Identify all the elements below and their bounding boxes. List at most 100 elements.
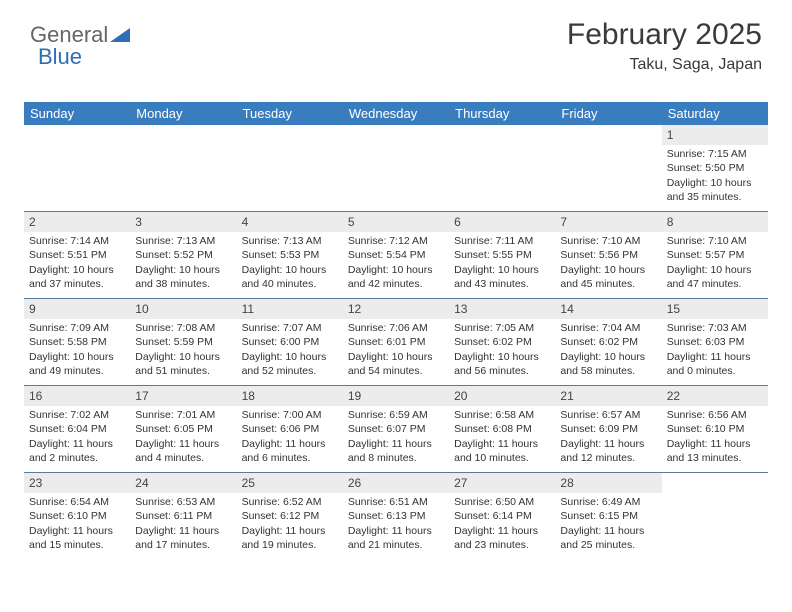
- day-info-line: Sunrise: 7:13 AM: [135, 234, 231, 248]
- day-header: Wednesday: [343, 102, 449, 125]
- day-info-line: Sunrise: 7:12 AM: [348, 234, 444, 248]
- day-info-line: Sunrise: 7:13 AM: [242, 234, 338, 248]
- brand-part2: Blue: [38, 44, 82, 69]
- day-info: Sunrise: 7:02 AMSunset: 6:04 PMDaylight:…: [24, 408, 130, 469]
- day-info-line: Sunrise: 7:06 AM: [348, 321, 444, 335]
- day-info-line: Sunset: 6:01 PM: [348, 335, 444, 349]
- day-number: 2: [24, 212, 130, 232]
- day-number: 24: [130, 473, 236, 493]
- day-info-line: Daylight: 10 hours: [560, 263, 656, 277]
- day-header: Thursday: [449, 102, 555, 125]
- day-number: 21: [555, 386, 661, 406]
- day-info-line: Sunset: 6:11 PM: [135, 509, 231, 523]
- day-info: Sunrise: 7:09 AMSunset: 5:58 PMDaylight:…: [24, 321, 130, 382]
- day-info-line: Sunrise: 6:53 AM: [135, 495, 231, 509]
- day-info-line: and 2 minutes.: [29, 451, 125, 465]
- day-number: 25: [237, 473, 343, 493]
- day-info-line: Sunset: 6:13 PM: [348, 509, 444, 523]
- day-header: Sunday: [24, 102, 130, 125]
- page-title: February 2025: [567, 18, 762, 52]
- day-info-line: and 15 minutes.: [29, 538, 125, 552]
- day-number: 9: [24, 299, 130, 319]
- day-cell: 11Sunrise: 7:07 AMSunset: 6:00 PMDayligh…: [237, 299, 343, 385]
- day-info-line: Sunrise: 6:52 AM: [242, 495, 338, 509]
- day-number: 28: [555, 473, 661, 493]
- day-number: 12: [343, 299, 449, 319]
- day-cell: 25Sunrise: 6:52 AMSunset: 6:12 PMDayligh…: [237, 473, 343, 559]
- day-info: Sunrise: 7:12 AMSunset: 5:54 PMDaylight:…: [343, 234, 449, 295]
- day-number: 8: [662, 212, 768, 232]
- day-info-line: Sunset: 6:14 PM: [454, 509, 550, 523]
- day-cell: [24, 125, 130, 211]
- day-info: Sunrise: 7:13 AMSunset: 5:53 PMDaylight:…: [237, 234, 343, 295]
- day-cell: 27Sunrise: 6:50 AMSunset: 6:14 PMDayligh…: [449, 473, 555, 559]
- day-info: Sunrise: 7:15 AMSunset: 5:50 PMDaylight:…: [662, 147, 768, 208]
- day-info-line: and 8 minutes.: [348, 451, 444, 465]
- day-info-line: Sunset: 6:07 PM: [348, 422, 444, 436]
- day-cell: 17Sunrise: 7:01 AMSunset: 6:05 PMDayligh…: [130, 386, 236, 472]
- day-info: Sunrise: 7:10 AMSunset: 5:56 PMDaylight:…: [555, 234, 661, 295]
- day-header: Tuesday: [237, 102, 343, 125]
- header-right: February 2025 Taku, Saga, Japan: [567, 18, 762, 74]
- day-cell: [130, 125, 236, 211]
- day-number: 22: [662, 386, 768, 406]
- day-info-line: Daylight: 10 hours: [242, 350, 338, 364]
- day-info-line: Sunrise: 7:03 AM: [667, 321, 763, 335]
- day-cell: [449, 125, 555, 211]
- day-info: Sunrise: 7:04 AMSunset: 6:02 PMDaylight:…: [555, 321, 661, 382]
- day-cell: 14Sunrise: 7:04 AMSunset: 6:02 PMDayligh…: [555, 299, 661, 385]
- day-header: Friday: [555, 102, 661, 125]
- day-cell: 20Sunrise: 6:58 AMSunset: 6:08 PMDayligh…: [449, 386, 555, 472]
- day-cell: 13Sunrise: 7:05 AMSunset: 6:02 PMDayligh…: [449, 299, 555, 385]
- calendar: Sunday Monday Tuesday Wednesday Thursday…: [24, 102, 768, 559]
- day-info-line: Sunset: 6:02 PM: [560, 335, 656, 349]
- day-info: Sunrise: 7:08 AMSunset: 5:59 PMDaylight:…: [130, 321, 236, 382]
- day-info-line: Daylight: 10 hours: [242, 263, 338, 277]
- day-info-line: Sunrise: 7:05 AM: [454, 321, 550, 335]
- day-info: Sunrise: 6:51 AMSunset: 6:13 PMDaylight:…: [343, 495, 449, 556]
- day-info: Sunrise: 7:06 AMSunset: 6:01 PMDaylight:…: [343, 321, 449, 382]
- day-number: 17: [130, 386, 236, 406]
- day-number: 14: [555, 299, 661, 319]
- day-info: Sunrise: 7:00 AMSunset: 6:06 PMDaylight:…: [237, 408, 343, 469]
- day-info: Sunrise: 7:14 AMSunset: 5:51 PMDaylight:…: [24, 234, 130, 295]
- day-cell: 19Sunrise: 6:59 AMSunset: 6:07 PMDayligh…: [343, 386, 449, 472]
- day-info-line: Daylight: 10 hours: [667, 263, 763, 277]
- day-info-line: and 52 minutes.: [242, 364, 338, 378]
- weeks-container: 1Sunrise: 7:15 AMSunset: 5:50 PMDaylight…: [24, 125, 768, 559]
- day-info-line: Sunset: 5:51 PM: [29, 248, 125, 262]
- day-cell: 26Sunrise: 6:51 AMSunset: 6:13 PMDayligh…: [343, 473, 449, 559]
- day-number: 15: [662, 299, 768, 319]
- day-info-line: Sunrise: 7:01 AM: [135, 408, 231, 422]
- day-info: Sunrise: 6:54 AMSunset: 6:10 PMDaylight:…: [24, 495, 130, 556]
- day-cell: 8Sunrise: 7:10 AMSunset: 5:57 PMDaylight…: [662, 212, 768, 298]
- day-cell: [555, 125, 661, 211]
- day-header-row: Sunday Monday Tuesday Wednesday Thursday…: [24, 102, 768, 125]
- day-info-line: Sunset: 5:50 PM: [667, 161, 763, 175]
- day-info-line: Sunrise: 6:54 AM: [29, 495, 125, 509]
- day-info-line: and 40 minutes.: [242, 277, 338, 291]
- day-info-line: Sunrise: 7:09 AM: [29, 321, 125, 335]
- day-cell: 16Sunrise: 7:02 AMSunset: 6:04 PMDayligh…: [24, 386, 130, 472]
- day-info-line: Sunrise: 7:10 AM: [560, 234, 656, 248]
- day-info-line: Daylight: 11 hours: [29, 437, 125, 451]
- day-info-line: Daylight: 11 hours: [29, 524, 125, 538]
- day-cell: 1Sunrise: 7:15 AMSunset: 5:50 PMDaylight…: [662, 125, 768, 211]
- day-cell: 6Sunrise: 7:11 AMSunset: 5:55 PMDaylight…: [449, 212, 555, 298]
- day-info-line: Daylight: 10 hours: [135, 350, 231, 364]
- day-info-line: and 47 minutes.: [667, 277, 763, 291]
- day-info: Sunrise: 7:11 AMSunset: 5:55 PMDaylight:…: [449, 234, 555, 295]
- day-info-line: and 38 minutes.: [135, 277, 231, 291]
- day-number: 10: [130, 299, 236, 319]
- day-info-line: and 45 minutes.: [560, 277, 656, 291]
- day-number: 18: [237, 386, 343, 406]
- day-cell: 5Sunrise: 7:12 AMSunset: 5:54 PMDaylight…: [343, 212, 449, 298]
- day-number: 20: [449, 386, 555, 406]
- day-info-line: Sunrise: 7:10 AM: [667, 234, 763, 248]
- day-info-line: Sunset: 6:09 PM: [560, 422, 656, 436]
- day-info-line: Daylight: 11 hours: [135, 437, 231, 451]
- day-info: Sunrise: 6:58 AMSunset: 6:08 PMDaylight:…: [449, 408, 555, 469]
- day-info-line: Daylight: 10 hours: [560, 350, 656, 364]
- day-info-line: Daylight: 11 hours: [667, 350, 763, 364]
- day-cell: 15Sunrise: 7:03 AMSunset: 6:03 PMDayligh…: [662, 299, 768, 385]
